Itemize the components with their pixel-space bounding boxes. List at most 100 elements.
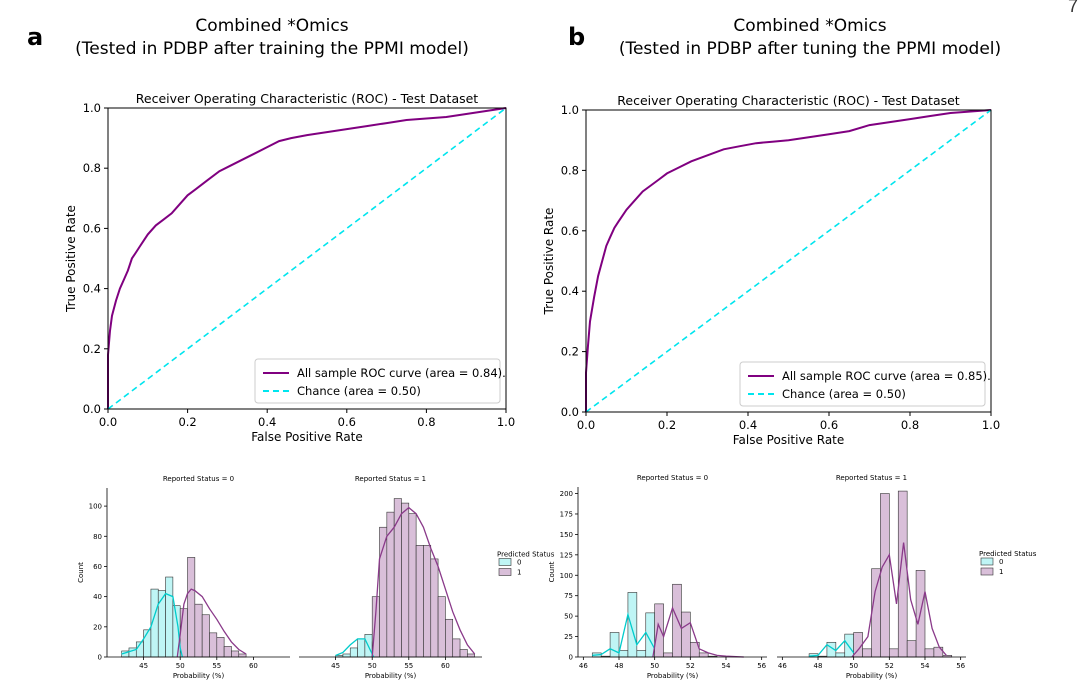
hist-bar-status1 bbox=[459, 649, 468, 658]
hist-bar-status1 bbox=[201, 614, 210, 658]
hist-bar-status0 bbox=[609, 632, 620, 658]
hist-bar-status1 bbox=[871, 568, 881, 658]
y-tick-label: 0 bbox=[98, 654, 102, 662]
y-tick-label: 0.8 bbox=[83, 161, 101, 175]
roc-curve-line bbox=[585, 109, 992, 412]
hist-bar-status1 bbox=[430, 558, 439, 658]
y-tick-label: 0.8 bbox=[561, 163, 579, 177]
x-tick-label: 56 bbox=[757, 662, 766, 670]
x-axis-label: Probability (%) bbox=[365, 672, 417, 680]
hist-bar-status0 bbox=[627, 592, 638, 658]
legend-title: Predicted Status bbox=[497, 551, 555, 559]
hist-bar-status1 bbox=[663, 652, 673, 658]
page-number: 7 bbox=[1067, 0, 1078, 16]
hist-bar-status1 bbox=[401, 502, 410, 658]
panel-a-letter: a bbox=[27, 23, 43, 51]
hist-bar-status0 bbox=[165, 576, 174, 658]
y-tick-label: 0.0 bbox=[83, 402, 101, 416]
y-axis-label: True Positive Rate bbox=[542, 208, 556, 316]
legend-label: Chance (area = 0.50) bbox=[782, 387, 906, 401]
x-tick-label: 46 bbox=[579, 662, 588, 670]
y-tick-label: 150 bbox=[560, 531, 573, 539]
x-tick-label: 45 bbox=[331, 662, 340, 670]
y-tick-label: 100 bbox=[89, 503, 102, 511]
y-tick-label: 40 bbox=[93, 593, 102, 601]
kde-line-status1 bbox=[851, 542, 947, 658]
hist-bar-status0 bbox=[357, 638, 366, 658]
hist-bar-status1 bbox=[889, 648, 899, 658]
hist-bar-status0 bbox=[835, 652, 846, 658]
legend-label: All sample ROC curve (area = 0.85). bbox=[782, 369, 991, 383]
roc-chart-a: 0.0 0.2 0.4 0.6 0.8 1.0 0.0 0.2 0.4 0.6 0.8 1.0 Rece… bbox=[64, 91, 515, 444]
hist-bar-status1 bbox=[924, 648, 935, 658]
hist-bar-status1 bbox=[906, 640, 917, 658]
panel-b-title-line1: Combined *Omics bbox=[733, 16, 886, 36]
x-tick-label: 0.0 bbox=[99, 415, 117, 429]
hist-bar-status1 bbox=[187, 557, 196, 658]
x-tick-label: 0.6 bbox=[820, 418, 838, 432]
hist-bar-status1 bbox=[654, 603, 664, 658]
x-tick-label: 1.0 bbox=[497, 415, 515, 429]
y-tick-label: 0.4 bbox=[83, 282, 101, 296]
plot-frame bbox=[585, 109, 992, 413]
hist-bar-status0 bbox=[844, 633, 854, 658]
hist-bar-status0 bbox=[636, 650, 647, 658]
y-axis-label: Count bbox=[548, 561, 556, 582]
y-tick-label: 125 bbox=[560, 551, 573, 559]
x-tick-label: 55 bbox=[212, 662, 221, 670]
roc-curve-line bbox=[107, 107, 507, 409]
x-tick-label: 50 bbox=[176, 662, 185, 670]
legend-label: 1 bbox=[999, 568, 1003, 576]
hist-bar-status1 bbox=[216, 637, 225, 658]
y-tick-label: 0 bbox=[569, 654, 573, 662]
x-tick-label: 55 bbox=[404, 662, 413, 670]
kde-line-status1 bbox=[652, 606, 744, 658]
y-tick-label: 0.2 bbox=[83, 342, 101, 356]
x-tick-label: 0.2 bbox=[178, 415, 196, 429]
x-tick-label: 0.8 bbox=[417, 415, 435, 429]
y-tick-label: 75 bbox=[564, 592, 573, 600]
y-tick-label: 80 bbox=[93, 533, 102, 541]
hist-bar-status1 bbox=[445, 618, 454, 658]
hist-bar-status1 bbox=[209, 632, 218, 658]
legend-title: Predicted Status bbox=[979, 550, 1037, 558]
x-tick-label: 48 bbox=[814, 662, 823, 670]
hist-bar-status1 bbox=[467, 653, 475, 658]
subplot-title: Reported Status = 0 bbox=[163, 475, 234, 483]
x-tick-label: 0.0 bbox=[577, 418, 595, 432]
x-axis-label: Probability (%) bbox=[647, 672, 699, 680]
x-tick-label: 0.4 bbox=[258, 415, 276, 429]
hist-bar-status1 bbox=[452, 638, 461, 658]
hist-bar-status1 bbox=[681, 611, 691, 658]
x-tick-label: 60 bbox=[441, 662, 450, 670]
panel-b-letter: b bbox=[568, 23, 585, 51]
x-tick-label: 48 bbox=[615, 662, 624, 670]
x-tick-label: 0.8 bbox=[901, 418, 919, 432]
legend-label: 1 bbox=[517, 569, 521, 577]
hist-bar-status1 bbox=[393, 498, 402, 658]
legend-box bbox=[739, 361, 986, 407]
hist-bar-status1 bbox=[698, 652, 709, 658]
hist-bar-status1 bbox=[437, 596, 446, 658]
y-tick-label: 0.2 bbox=[561, 345, 579, 359]
hist-bar-status0 bbox=[349, 647, 358, 658]
y-tick-label: 50 bbox=[564, 613, 573, 621]
legend-box bbox=[254, 358, 501, 404]
panel-a-title-line1: Combined *Omics bbox=[195, 16, 348, 36]
legend-swatch bbox=[498, 558, 512, 566]
kde-line-status0 bbox=[121, 592, 184, 658]
panel-a-title-line2: (Tested in PDBP after training the PPMI … bbox=[75, 39, 469, 59]
subplot-title: Reported Status = 0 bbox=[637, 474, 708, 482]
x-axis-label: False Positive Rate bbox=[251, 430, 363, 444]
legend-label: Chance (area = 0.50) bbox=[297, 384, 421, 398]
x-tick-label: 52 bbox=[686, 662, 695, 670]
legend-swatch bbox=[980, 567, 994, 576]
y-axis-label: True Positive Rate bbox=[64, 205, 78, 313]
hist-bar-status1 bbox=[223, 646, 232, 658]
kde-line-status1 bbox=[176, 588, 247, 658]
hist-bar-status0 bbox=[157, 590, 166, 658]
y-tick-label: 200 bbox=[560, 490, 573, 498]
chance-line bbox=[107, 107, 507, 410]
hist-bar-status0 bbox=[342, 653, 351, 658]
